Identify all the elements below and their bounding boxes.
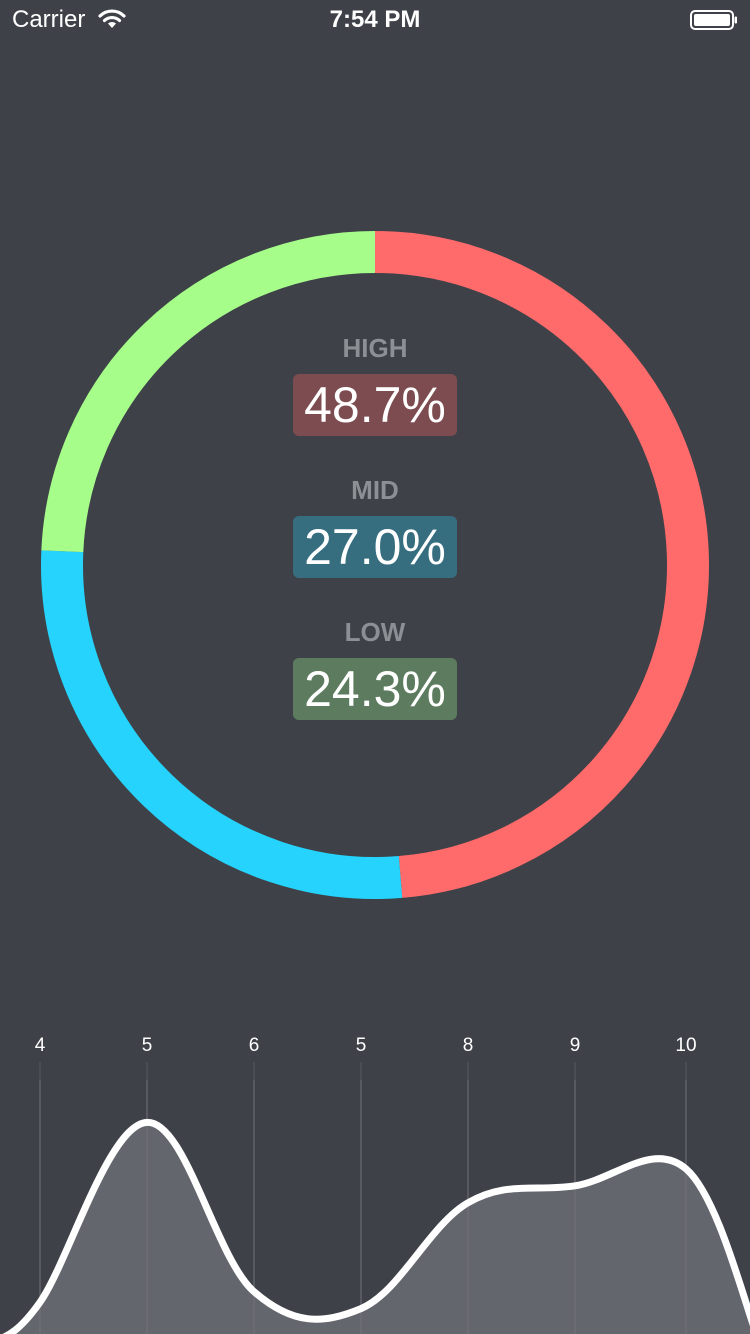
stat-mid-value: 27.0% (293, 516, 457, 578)
stat-low: LOW 24.3% (275, 614, 475, 720)
stat-high-label: HIGH (342, 333, 408, 363)
status-bar: Carrier 7:54 PM (0, 0, 750, 40)
x-tick-label: 6 (249, 1035, 260, 1056)
donut-slice-mid (41, 550, 403, 899)
area-chart: 4 5 6 5 8 9 10 (2, 1035, 750, 1334)
donut-chart (41, 231, 709, 899)
donut-slice-high (374, 231, 709, 898)
wifi-icon (98, 9, 126, 28)
carrier-label: Carrier (12, 6, 86, 33)
stat-mid: MID 27.0% (275, 472, 475, 578)
stat-low-value: 24.3% (293, 658, 457, 720)
stat-low-label: LOW (344, 617, 406, 647)
x-tick-label: 5 (142, 1035, 153, 1056)
status-time: 7:54 PM (329, 6, 421, 33)
x-tick-label: 4 (35, 1035, 46, 1056)
area-line (2, 1118, 750, 1334)
x-tick-label: 10 (675, 1035, 696, 1056)
x-tick-label: 9 (570, 1035, 581, 1056)
x-tick-label: 8 (463, 1035, 474, 1056)
donut-slice-low (41, 231, 376, 553)
stat-high-value: 48.7% (293, 374, 457, 436)
battery-icon (690, 10, 737, 30)
x-tick-label: 5 (356, 1035, 367, 1056)
stat-mid-label: MID (351, 475, 399, 505)
stat-high: HIGH 48.7% (275, 330, 475, 436)
area-fill (9, 1122, 750, 1334)
